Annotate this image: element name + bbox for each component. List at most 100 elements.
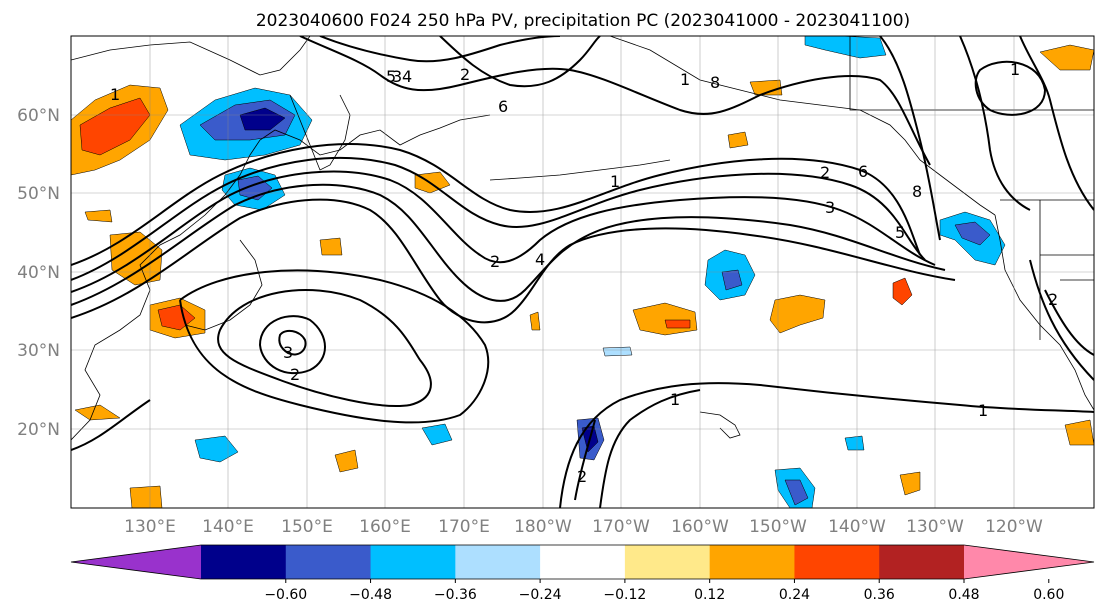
- lat-label: 30°N: [17, 341, 60, 361]
- map-frame: [70, 35, 1095, 509]
- lon-label: 150°W: [749, 517, 807, 537]
- contour-label: 2: [290, 365, 300, 384]
- contour-label: 5: [895, 223, 905, 242]
- contour-label: 2: [820, 163, 830, 182]
- pv-contour-ridge-3: [439, 36, 601, 88]
- pv-contour-trough-east-1: [879, 36, 941, 241]
- pv-contour-low-1: [258, 315, 326, 375]
- precip-strong-central: [664, 319, 691, 329]
- precip-negative-east-core: [721, 269, 743, 291]
- contour-label: 3: [392, 67, 402, 86]
- colorbar-segment: [794, 545, 880, 579]
- colorbar-tick-label: 0.48: [948, 587, 979, 601]
- colorbar-tick-label: 0.36: [864, 587, 895, 601]
- colorbar-segment: [285, 545, 372, 579]
- precip-positive-small-5: [129, 485, 163, 508]
- contour-label: 5: [386, 67, 396, 86]
- precip-positive-east: [769, 294, 826, 334]
- colorbar-segment: [370, 545, 456, 579]
- lon-label: 150°E: [281, 517, 333, 537]
- lon-label: 180°W: [514, 517, 572, 537]
- precip-positive-small-6: [74, 404, 121, 421]
- contour-label: 3: [283, 343, 293, 362]
- pv-contour-jet-1: [71, 143, 921, 266]
- precip-positive-small-10: [84, 209, 113, 223]
- pv-contour-jet-4: [71, 183, 946, 306]
- pv-contour-coast-1: [1029, 259, 1094, 381]
- lon-label: 130°E: [124, 517, 176, 537]
- colorbar-segment: [709, 545, 795, 579]
- pv-contour-ridge-1: [299, 36, 931, 166]
- pv-contour-south-1: [559, 382, 1094, 508]
- aleutians: [489, 159, 671, 181]
- precip-negative-small-2: [602, 346, 633, 357]
- canada-borders: [849, 36, 1094, 111]
- colorbar-tick-label: 0.60: [1033, 587, 1064, 601]
- hawaii: [699, 411, 741, 439]
- lon-label: 160°W: [671, 517, 729, 537]
- contour-label: 1: [680, 70, 690, 89]
- map-title: 2023040600 F024 250 hPa PV, precipitatio…: [256, 11, 910, 31]
- pv-contour-coast-2: [1044, 289, 1094, 356]
- colorbar-tick-label: 0.24: [779, 587, 810, 601]
- precip-negative-west: [194, 435, 239, 463]
- pv-contours: [71, 36, 1094, 508]
- pv-contour-1-west: [71, 399, 151, 451]
- us-state-borders: [1039, 200, 1094, 340]
- contour-label: 2: [460, 65, 470, 84]
- lat-label: 50°N: [17, 184, 60, 204]
- precip-positive-small-4: [899, 471, 921, 496]
- precip-positive-small-1: [334, 449, 359, 473]
- contour-label: 2: [490, 252, 500, 271]
- precip-core-negative-okhotsk: [239, 107, 286, 131]
- pv-contour-ridge-2: [319, 36, 561, 63]
- contour-label: 2: [1048, 290, 1058, 309]
- pv-contour-big-1: [179, 269, 490, 424]
- longitude-labels: 130°E 140°E 150°E 160°E 170°E 180°W 170°…: [124, 517, 1043, 537]
- lon-label: 120°W: [985, 517, 1043, 537]
- precip-negative-southeast-core: [784, 479, 809, 506]
- precip-positive-north-ak: [1039, 44, 1094, 71]
- precip-positive-small-3: [1064, 419, 1094, 446]
- colorbar-tick-label: 0.12: [694, 587, 725, 601]
- pv-contour-south-2: [599, 389, 701, 508]
- colorbar-extend-low: [71, 545, 201, 579]
- contour-label: 1: [110, 85, 120, 104]
- precip-positive-small-9: [529, 311, 541, 331]
- precip-negative-gulf-core: [954, 221, 991, 246]
- lon-label: 140°W: [828, 517, 886, 537]
- precip-positive-california: [892, 277, 913, 306]
- pv-contour-jet-3: [71, 170, 936, 293]
- contour-label: 6: [858, 162, 868, 181]
- pv-contour-trough-east-2: [959, 36, 1031, 211]
- lon-label: 130°W: [906, 517, 964, 537]
- colorbar-segment: [879, 545, 965, 579]
- colorbar-tick-label: −0.36: [434, 587, 477, 601]
- contour-label: 3: [825, 198, 835, 217]
- contour-label: 1: [670, 390, 680, 409]
- lon-label: 170°W: [592, 517, 650, 537]
- colorbar-tick-label: −0.48: [349, 587, 392, 601]
- pv-contour-south-3: [574, 419, 596, 501]
- contour-label: 2: [577, 467, 587, 486]
- lat-label: 20°N: [17, 420, 60, 440]
- pv-contour-jet-5: [71, 198, 956, 324]
- colorbar-extend-high: [964, 545, 1094, 579]
- japan: [184, 239, 263, 331]
- contour-label: 4: [402, 67, 412, 86]
- contour-label: 1: [978, 401, 988, 420]
- lon-label: 160°E: [359, 517, 411, 537]
- precip-negative-small-3: [844, 435, 865, 451]
- colorbar-tick-label: −0.12: [603, 587, 646, 601]
- colorbar-segment: [624, 545, 711, 579]
- contour-label: 1: [1010, 60, 1020, 79]
- pv-contour-loop-ak: [974, 60, 1047, 116]
- pv-contour-big-2: [217, 289, 432, 407]
- colorbar-outline: [70, 544, 1095, 580]
- contour-labels: 1 2 3 4 5 6 8 2 1 3 2 1 2 2 1 1 3 6 8 5 …: [110, 60, 1058, 486]
- kamchatka: [289, 94, 351, 171]
- siberia-coast: [71, 36, 311, 76]
- lon-label: 140°E: [202, 517, 254, 537]
- colorbar-tick-label: −0.24: [519, 587, 562, 601]
- lat-label: 60°N: [17, 106, 60, 126]
